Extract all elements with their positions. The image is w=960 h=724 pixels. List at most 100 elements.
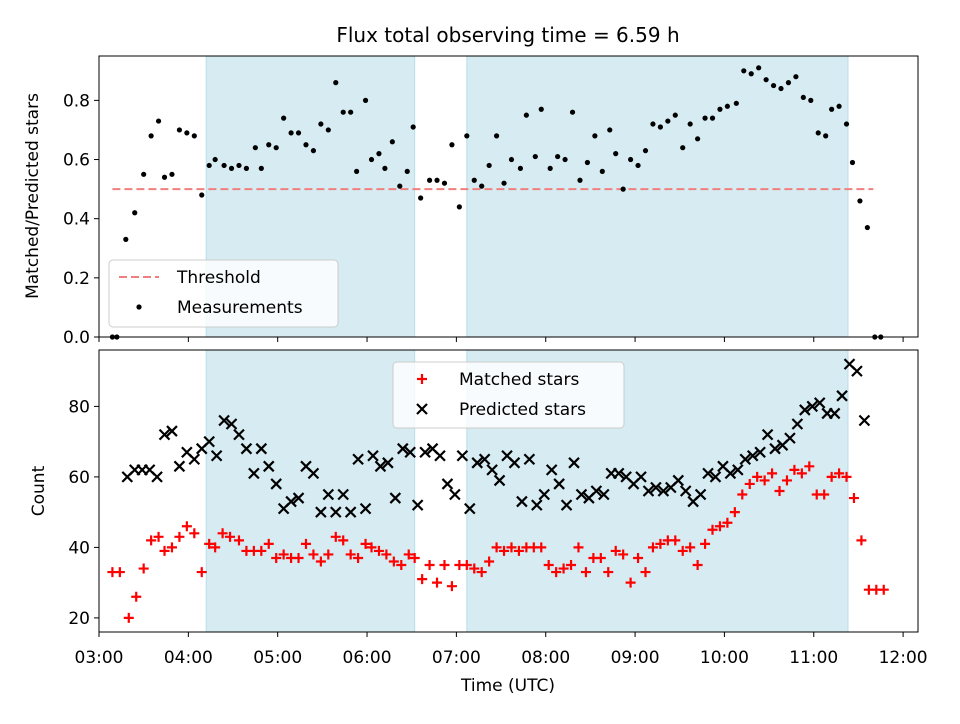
matched-star-point: [403, 549, 414, 560]
measurement-point: [836, 103, 842, 109]
predicted-star-point: [746, 449, 759, 462]
matched-star-point: [196, 567, 207, 578]
matched-star-point: [595, 552, 606, 563]
y-tick-label: 0.2: [63, 269, 90, 289]
measurement-point: [449, 142, 455, 148]
y-tick-label: 20: [68, 609, 90, 629]
matched-star-point: [841, 471, 852, 482]
predicted-star-point: [516, 495, 528, 508]
predicted-star-point: [575, 488, 588, 501]
matched-star-point: [618, 549, 629, 560]
predicted-star-point: [739, 453, 752, 466]
measurement-point: [426, 177, 433, 183]
measurement-point: [169, 171, 175, 177]
predicted-star-point: [434, 449, 446, 462]
matched-star-point: [256, 545, 267, 556]
measurement-point: [800, 94, 806, 101]
y-tick-label: 80: [68, 397, 90, 417]
measurement-point: [206, 162, 212, 169]
measurement-point: [221, 162, 227, 169]
measurement-point: [155, 118, 162, 124]
predicted-star-point: [612, 467, 625, 480]
measurement-point: [741, 68, 747, 74]
predicted-star-point: [352, 453, 364, 466]
predicted-star-point: [761, 428, 774, 441]
matched-star-point: [580, 567, 591, 578]
predicted-star-point: [694, 488, 707, 501]
predicted-star-point: [650, 481, 662, 494]
measurement-point: [362, 97, 369, 103]
predicted-star-point: [270, 478, 282, 490]
predicted-star-point: [478, 453, 491, 466]
predicted-star-point: [255, 442, 268, 455]
measurement-point: [493, 133, 500, 139]
predicted-star-point: [724, 467, 737, 480]
matched-star-point: [692, 560, 703, 571]
predicted-star-point: [292, 492, 305, 504]
matched-star-point: [685, 542, 696, 553]
legend-measurements-swatch: [136, 304, 142, 310]
predicted-star-point: [553, 478, 565, 490]
predicted-star-point: [359, 502, 372, 515]
matched-star-point: [210, 542, 221, 553]
measurement-point: [141, 171, 147, 177]
measurement-point: [368, 156, 375, 163]
matched-star-point: [123, 612, 134, 623]
matched-star-point: [856, 535, 867, 546]
measurement-point: [642, 148, 649, 154]
measurement-point: [184, 130, 190, 136]
predicted-star-point: [672, 474, 685, 487]
matched-star-point: [381, 549, 392, 560]
measurement-point: [148, 133, 154, 139]
measurement-point: [628, 156, 634, 163]
matched-star-point: [558, 563, 569, 574]
matched-star-point: [345, 549, 356, 560]
top-axes-frame: [98, 55, 919, 338]
matched-star-point: [767, 468, 778, 479]
measurement-point: [132, 210, 138, 216]
x-tick-label: 10:00: [700, 648, 749, 668]
matched-star-point: [640, 567, 651, 578]
matched-star-point: [536, 542, 547, 553]
matched-star-point: [146, 535, 157, 546]
matched-star-point: [366, 542, 377, 553]
predicted-star-point: [531, 499, 543, 511]
y-tick-label: 0.0: [63, 328, 90, 348]
measurement-point: [849, 159, 856, 166]
predicted-star-point: [329, 506, 342, 518]
matched-star-point: [263, 538, 274, 549]
predicted-star-point: [702, 467, 714, 480]
legend-matched-swatch: [417, 374, 427, 384]
measurement-point: [620, 186, 626, 192]
predicted-star-point: [464, 502, 476, 515]
measurement-point: [236, 162, 242, 169]
top-y-axis: 0.0 0.2 0.4 0.6 0.8: [63, 91, 99, 348]
matched-star-point: [491, 542, 502, 553]
measurement-point: [295, 130, 302, 136]
matched-star-point: [848, 493, 859, 504]
matched-star-point: [804, 461, 815, 472]
top-legend: Threshold Measurements: [108, 259, 339, 328]
measurement-point: [161, 174, 168, 180]
predicted-star-point: [233, 428, 245, 441]
measurement-point: [748, 71, 754, 77]
measurement-point: [418, 195, 424, 201]
x-tick-label: 03:00: [75, 648, 124, 668]
matched-star-point: [796, 468, 807, 479]
measurement-point: [665, 118, 671, 124]
measurement-point: [354, 168, 360, 174]
measurement-point: [599, 168, 605, 174]
matched-star-point: [233, 535, 244, 546]
measurement-point: [680, 145, 686, 151]
top-y-axis-label: Matched/Predicted stars: [23, 93, 43, 299]
matched-star-point: [878, 584, 889, 595]
chart-title: Flux total observing time = 6.59 h: [336, 23, 679, 47]
predicted-star-point: [248, 467, 260, 480]
measurement-point: [252, 145, 258, 151]
measurement-point: [577, 177, 583, 183]
matched-star-point: [551, 567, 562, 578]
measurement-point: [266, 142, 272, 148]
measurement-point: [501, 180, 507, 186]
matched-star-point: [513, 545, 524, 556]
predicted-star-point: [635, 471, 647, 483]
